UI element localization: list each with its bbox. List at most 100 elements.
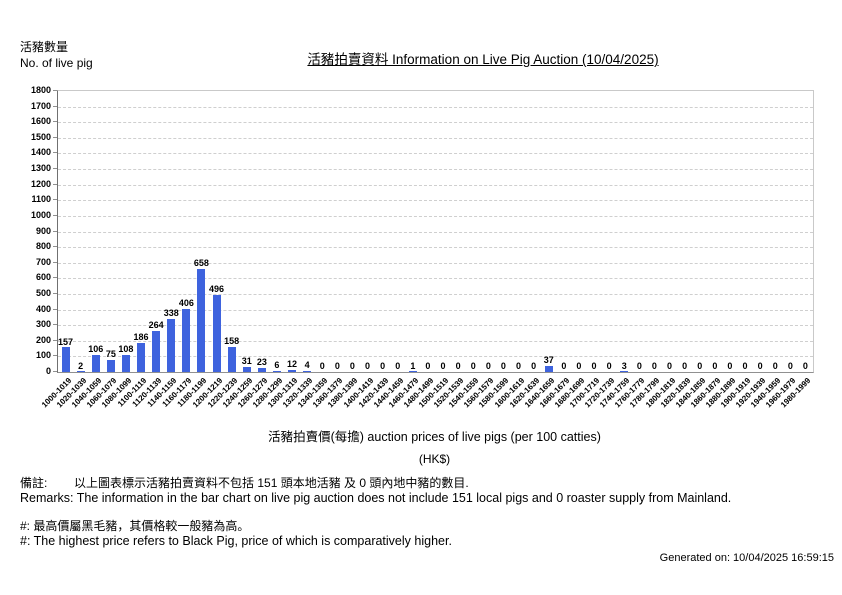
bar-value-label: 0 (697, 361, 703, 371)
bar-value-label: 0 (636, 361, 642, 371)
y-tick-label: 1800 (30, 85, 51, 95)
gridline (58, 278, 813, 280)
chart-title: 活豬拍賣資料 Information on Live Pig Auction (… (307, 52, 659, 67)
y-tick-mark (53, 355, 57, 357)
gridline (58, 247, 813, 249)
y-tick-label: 900 (35, 225, 51, 236)
bar-value-label: 0 (561, 361, 567, 371)
bar-value-label: 0 (727, 361, 733, 371)
bar (61, 347, 70, 372)
y-tick-mark (53, 152, 57, 154)
y-tick-label: 400 (35, 303, 51, 314)
bar-value-label: 75 (105, 349, 116, 360)
x-axis-unit: (HK$) (418, 452, 451, 466)
plot-area: 157 2 106 75 108 186 264 338 406 658 496 158 31 23 6 12… (57, 90, 814, 373)
bar-value-label: 0 (576, 361, 582, 371)
gridline (58, 231, 813, 233)
bar-value-label: 3 (621, 360, 627, 371)
gridline (58, 340, 813, 342)
bar-value-label: 12 (287, 359, 298, 370)
bar (91, 355, 100, 372)
y-tick-mark (53, 292, 57, 294)
bar-value-label: 157 (58, 336, 74, 347)
bar-value-label: 6 (274, 360, 280, 371)
gridline (58, 184, 813, 186)
y-tick-mark (53, 183, 57, 185)
bar (152, 331, 161, 372)
bar-value-label: 0 (319, 361, 325, 371)
y-tick-mark (53, 308, 57, 310)
y-tick-mark (53, 90, 57, 91)
bar-chart: 0 100 200 300 400 500 600 700 800 900 1000 1100 1200… (20, 86, 820, 490)
bar-value-label: 0 (651, 361, 657, 371)
bar-value-label: 0 (591, 361, 597, 371)
y-tick-mark (53, 371, 57, 372)
gridline (58, 106, 813, 108)
y-tick-label: 1600 (30, 116, 51, 127)
bar-value-label: 0 (485, 361, 491, 371)
remark-line-en: Remarks: The information in the bar char… (20, 491, 732, 505)
bar-value-label: 264 (148, 319, 164, 330)
gridline (58, 122, 813, 124)
bar-value-label: 0 (440, 361, 446, 371)
bar-value-label: 4 (304, 360, 310, 371)
y-tick-label: 1500 (30, 131, 51, 142)
bar-value-label: 106 (88, 344, 104, 355)
bar (620, 371, 629, 372)
y-axis-unit-label-zh: 活豬數量 (20, 40, 69, 54)
y-tick-label: 100 (35, 350, 51, 361)
bar-value-label: 158 (224, 336, 240, 347)
y-tick-label: 1100 (31, 194, 51, 205)
bar-value-label: 186 (133, 331, 149, 342)
y-tick-label: 1300 (30, 163, 51, 174)
y-tick-mark (53, 277, 57, 279)
bar-value-label: 406 (178, 297, 194, 308)
y-tick-label: 800 (35, 241, 51, 252)
bar (544, 366, 553, 372)
y-tick-label: 0 (45, 366, 51, 376)
y-axis-unit-label-en: No. of live pig (20, 56, 93, 70)
y-tick-mark (53, 199, 57, 201)
x-axis-title: 活豬拍賣價(每擔) auction prices of live pigs (p… (268, 430, 601, 444)
gridline (58, 309, 813, 311)
y-tick-label: 1700 (30, 100, 51, 111)
gridline (58, 356, 813, 358)
bar-value-label: 338 (163, 308, 179, 319)
bar (242, 367, 251, 372)
bar-value-label: 0 (682, 361, 688, 371)
bar-value-label: 0 (516, 361, 522, 371)
bar-value-label: 0 (500, 361, 506, 371)
y-tick-mark (53, 246, 57, 248)
y-tick-label: 1000 (30, 209, 51, 220)
bar-value-label: 0 (365, 361, 371, 371)
bar (137, 343, 146, 372)
bar (121, 355, 130, 372)
gridline (58, 325, 813, 327)
bar (212, 295, 221, 372)
bar-value-label: 496 (209, 283, 225, 294)
bar-value-label: 23 (256, 357, 267, 368)
bar-value-label: 0 (531, 361, 537, 371)
bar-value-label: 0 (606, 361, 612, 371)
y-tick-label: 600 (35, 272, 51, 283)
bar (257, 368, 266, 372)
bar (408, 371, 417, 372)
bar-value-label: 108 (118, 344, 134, 355)
bar (288, 370, 297, 372)
bar (182, 309, 191, 372)
y-tick-mark (53, 339, 57, 341)
bar (197, 269, 206, 372)
black-pig-note-zh: #: 最高價屬黑毛豬，其價格較一般豬為高。 (20, 519, 250, 533)
bar (272, 371, 281, 372)
bar-value-label: 0 (425, 361, 431, 371)
remark-line-zh: 備註: 以上圖表標示活豬拍賣資料不包括 151 頭本地活豬 及 0 頭內地中豬的… (20, 476, 469, 490)
generated-timestamp: Generated on: 10/04/2025 16:59:15 (659, 552, 834, 564)
y-tick-mark (53, 105, 57, 107)
bar (76, 371, 85, 372)
bar (303, 371, 312, 372)
y-tick-mark (53, 214, 57, 216)
bar-value-label: 0 (395, 361, 401, 371)
bar (106, 360, 115, 372)
y-tick-label: 1400 (30, 147, 51, 158)
